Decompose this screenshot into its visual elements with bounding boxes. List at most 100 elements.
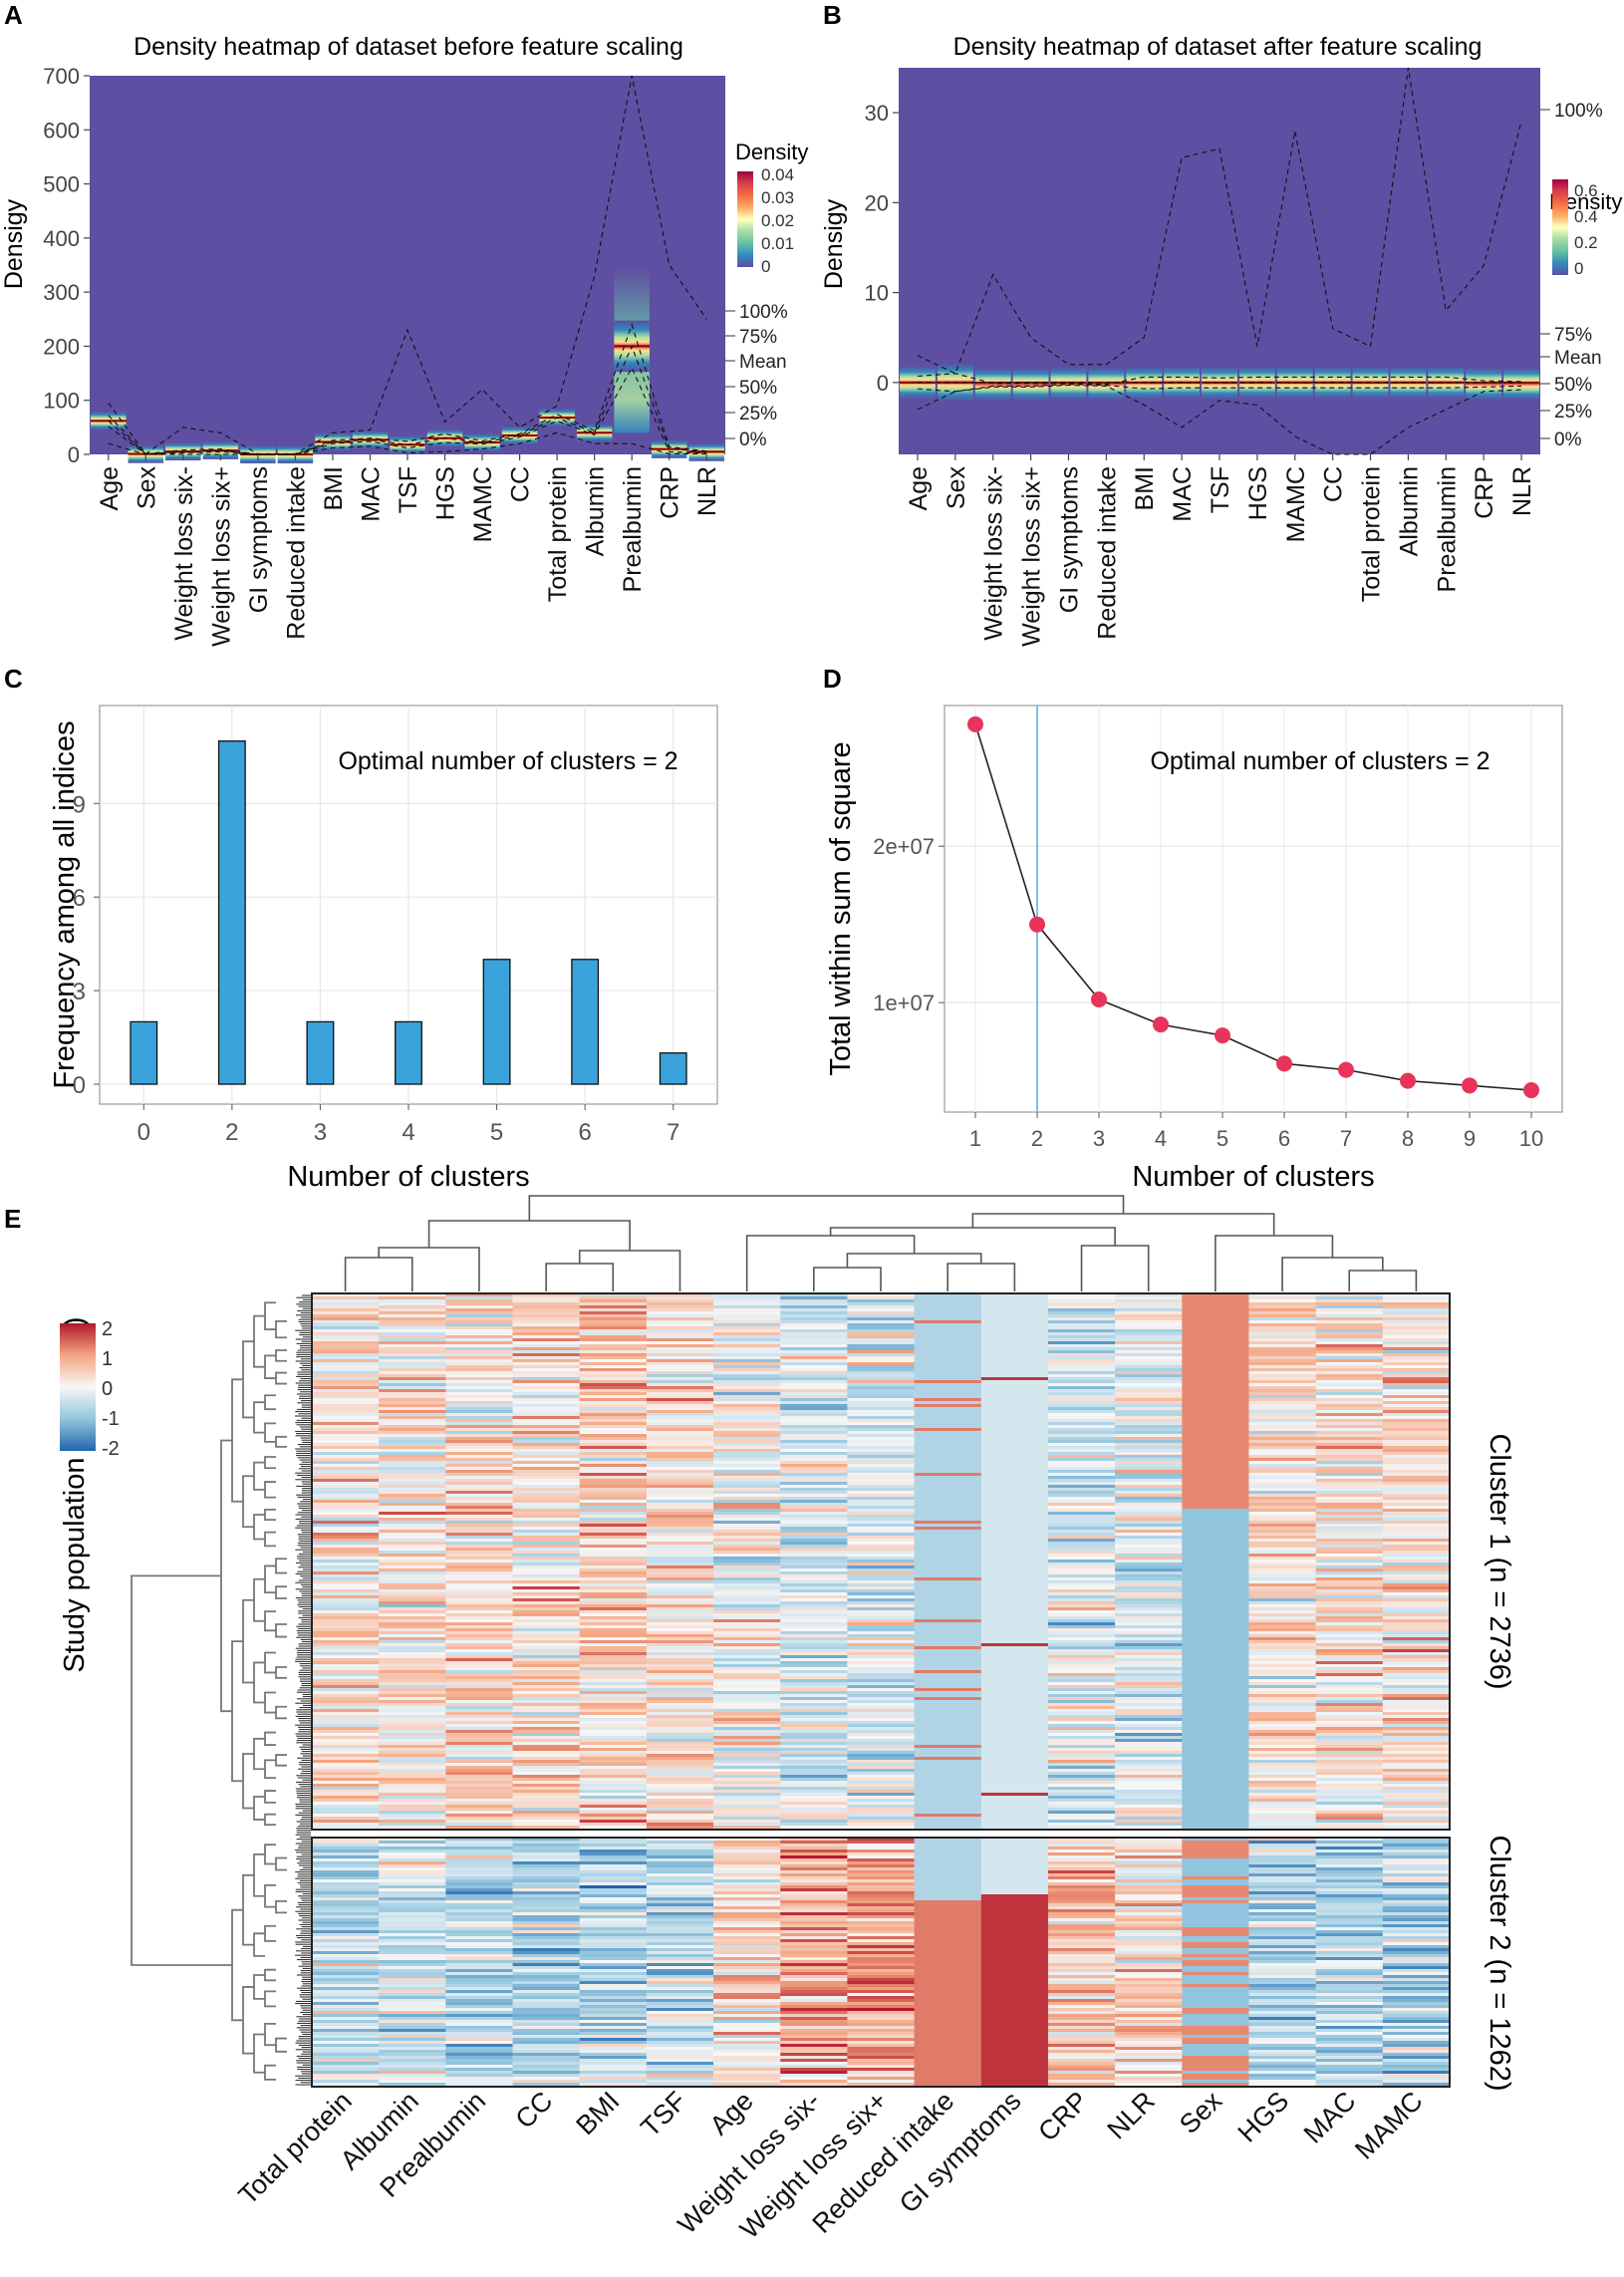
y-tick-label: 500 [43, 172, 80, 197]
chart-c-annotation: Optimal number of clusters = 2 [338, 747, 677, 775]
x-tick-label: 0 [137, 1119, 150, 1146]
chart-c-bars [130, 740, 687, 1085]
density-band-3 [1012, 368, 1049, 401]
quantile-line-q75 [108, 322, 707, 455]
chart-a-legend: Density 0.04 0.03 0.02 0.01 0 [735, 140, 808, 276]
point-k4 [1153, 1016, 1169, 1033]
legend-tick: 0.2 [1574, 233, 1598, 252]
x-tick-label: 1 [969, 1126, 981, 1151]
panel-label-d: D [823, 664, 842, 694]
x-tick-label: 3 [1093, 1126, 1105, 1151]
x-tick-label: 7 [1340, 1126, 1352, 1151]
x-tick-label: CC [507, 466, 535, 502]
chart-a-title: Density heatmap of dataset before featur… [134, 33, 683, 61]
chart-a-legend-colorbar [737, 171, 753, 267]
quantile-line-mean [108, 344, 707, 455]
chart-a-x-axis: Age Sex Weight loss six- Weight loss six+ GI… [96, 454, 721, 647]
y-tick-label: 0 [73, 1072, 86, 1099]
chart-c-ylabel: Frequency among all indices [49, 720, 81, 1088]
legend-tick: 2 [102, 1318, 113, 1340]
quantile-label: 100% [739, 302, 788, 323]
x-tick-label: 6 [578, 1119, 591, 1146]
chart-b-legend: Density 0.60.40.20 [1549, 179, 1622, 278]
density-band-2 [974, 368, 1011, 401]
point-k1 [967, 715, 983, 732]
legend-tick: 0 [1574, 259, 1583, 278]
x-tick-label: GI symptoms [1055, 466, 1083, 613]
x-tick-label: Weight loss six- [170, 466, 198, 641]
chart-e-cluster2-frame [311, 1837, 1451, 2088]
x-tick-label: 9 [1464, 1126, 1476, 1151]
column-label: Age [704, 2086, 759, 2140]
quantile-label: 75% [739, 327, 777, 348]
quantile-label: 50% [739, 378, 777, 399]
y-tick-label: 10 [865, 281, 889, 306]
chart-d-ylabel: Total within sum of square [825, 741, 857, 1075]
x-tick-label: MAMC [469, 466, 497, 542]
x-tick-label: MAMC [1282, 466, 1310, 542]
x-tick-label: MAC [1169, 466, 1197, 522]
quantile-label: Mean [739, 352, 787, 373]
point-k8 [1400, 1072, 1416, 1089]
quantile-label: Mean [1554, 348, 1602, 369]
bar-4 [395, 1020, 422, 1085]
bar-2 [217, 740, 246, 1085]
chart-a-ylabel: Densigy [0, 198, 28, 289]
quantile-line-q25 [917, 384, 1522, 393]
x-tick-label: BMI [1131, 466, 1159, 510]
quantile-line-max [917, 67, 1522, 375]
x-tick-label: Weight loss six+ [207, 466, 235, 647]
x-tick-label: Weight loss six+ [1018, 466, 1046, 647]
chart-d-xlabel: Number of clusters [1132, 1161, 1374, 1193]
bar-5 [482, 959, 511, 1085]
legend-tick: 0 [761, 257, 770, 276]
chart-b-density-bands [900, 363, 1539, 402]
chart-a-y-axis: 0 100 200 300 400 500 600 700 [43, 64, 90, 467]
quantile-line-q25 [108, 366, 707, 455]
x-tick-label: MAC [357, 466, 385, 522]
x-tick-label: CC [1320, 466, 1348, 502]
bar-7 [659, 1052, 687, 1085]
chart-e-cluster1-label: Cluster 1 (n = 2736) [1484, 1433, 1515, 1689]
chart-d-x-axis: 1 2 3 4 5 6 7 8 9 10 [969, 1112, 1543, 1151]
x-tick-label: Prealbumin [1433, 466, 1461, 592]
chart-e-heatmap-cells [312, 1293, 1451, 2087]
chart-b-title: Density heatmap of dataset after feature… [953, 33, 1483, 61]
legend-tick: 0.04 [761, 165, 794, 184]
chart-d-annotation: Optimal number of clusters = 2 [1150, 747, 1489, 775]
quantile-label: 0% [1554, 429, 1582, 450]
x-tick-label: 2 [225, 1119, 238, 1146]
x-tick-label: 5 [1217, 1126, 1228, 1151]
legend-tick: 0.6 [1574, 181, 1598, 200]
chart-b-quantile-labels: 100% 75%Mean 50% 25% 0% [1540, 101, 1603, 450]
chart-d-plot-frame [944, 705, 1563, 1113]
x-tick-label: Albumin [582, 466, 610, 556]
x-tick-label: HGS [1244, 466, 1272, 520]
quantile-line-min [108, 431, 707, 455]
y-tick-label: 600 [43, 118, 80, 142]
x-tick-label: 5 [490, 1119, 503, 1146]
panel-label-e: E [4, 1204, 21, 1234]
x-tick-label: Total protein [1358, 466, 1386, 602]
chart-e-legend: 2 1 0 -1 -2 [60, 1318, 120, 1460]
y-tick-label: 0 [877, 371, 889, 396]
x-tick-label: TSF [395, 466, 422, 513]
chart-a-quantile-labels: 100% 75% Mean 50% 25% 0% [725, 302, 788, 450]
x-tick-label: CRP [657, 466, 684, 519]
chart-c-xlabel: Number of clusters [287, 1161, 529, 1193]
legend-tick: -1 [102, 1408, 120, 1430]
legend-tick: 0 [102, 1378, 113, 1400]
chart-d-points [967, 715, 1539, 1099]
x-tick-label: Reduced intake [282, 466, 310, 640]
x-tick-label: Age [905, 466, 933, 510]
quantile-line-min [917, 384, 1522, 455]
x-tick-label: 4 [402, 1119, 414, 1146]
quantile-line-max [108, 75, 707, 455]
y-tick-label: 1e+07 [873, 991, 935, 1015]
chart-d-grid [945, 706, 1562, 1112]
panel-label-b: B [823, 0, 842, 30]
density-band-15 [1466, 368, 1502, 401]
chart-e-legend-colorbar [60, 1323, 96, 1451]
bar-0 [130, 1020, 158, 1085]
